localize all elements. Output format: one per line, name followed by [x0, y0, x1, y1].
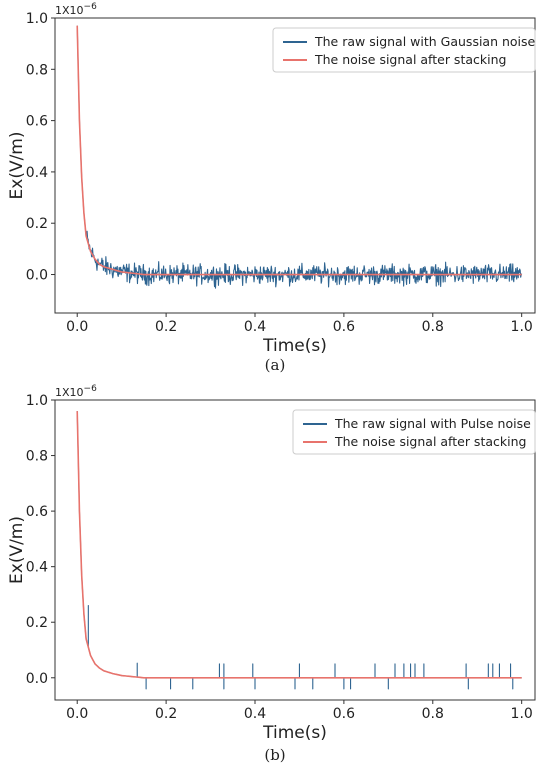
x-axis-label: Time(s)	[262, 723, 327, 743]
exponent-base: 1X10	[55, 386, 84, 399]
y-tick-label: 0.0	[26, 671, 48, 687]
y-tick-label: 0.2	[26, 615, 48, 631]
exponent-base: 1X10	[55, 4, 84, 17]
y-tick-label: 0.2	[26, 216, 48, 232]
y-axis-label: Ex(V/m)	[7, 132, 27, 200]
x-tick-label: 0.2	[155, 319, 177, 335]
x-tick-label: 0.4	[244, 706, 266, 722]
series-line-stacked-signal	[76, 25, 522, 276]
x-tick-label: 1.0	[511, 319, 533, 335]
y-tick-label: 0.8	[26, 62, 48, 78]
series-line-stacked-signal	[76, 411, 522, 679]
plot-frame	[54, 399, 536, 701]
legend-box	[292, 409, 536, 455]
y-exponent-label: 1X10−6	[55, 384, 97, 399]
chart-panel-a: 0.0 0.2 0.4 0.6 0.8 1.0 0.0 0.2 0.4 0.6 0.8 1.0 1X10…	[7, 2, 536, 374]
x-tick-label: 0.8	[422, 706, 444, 722]
exponent-power: −6	[84, 2, 98, 12]
legend-label-stacked: The noise signal after stacking	[334, 434, 526, 449]
x-axis-label: Time(s)	[262, 336, 327, 356]
y-tick-label: 0.8	[26, 449, 48, 465]
y-tick-label: 1.0	[26, 11, 48, 27]
x-tick-label: 0.2	[155, 706, 177, 722]
y-exponent-label: 1X10−6	[55, 2, 97, 17]
legend-label-raw: The raw signal with Pulse noise	[334, 416, 531, 431]
x-tick-label: 0.6	[333, 319, 355, 335]
legend-label-raw: The raw signal with Gaussian noise	[314, 34, 536, 49]
y-tick-label: 0.6	[26, 504, 48, 520]
x-tick-label: 0.0	[66, 706, 88, 722]
legend: The raw signal with Gaussian noise The no…	[272, 27, 536, 73]
plot-frame	[54, 17, 536, 314]
legend-box	[272, 27, 536, 73]
legend-label-stacked: The noise signal after stacking	[314, 52, 506, 67]
x-tick-label: 1.0	[511, 706, 533, 722]
y-tick-label: 0.6	[26, 114, 48, 130]
legend: The raw signal with Pulse noise The noise…	[292, 409, 536, 455]
chart-panel-b: 0.0 0.2 0.4 0.6 0.8 1.0 0.0 0.2 0.4 0.6 0.8 1.0 1X10…	[7, 384, 536, 764]
x-tick-label: 0.4	[244, 319, 266, 335]
y-tick-label: 0.4	[26, 165, 48, 181]
x-tick-label: 0.6	[333, 706, 355, 722]
figure-caption: (b)	[264, 746, 285, 764]
y-tick-label: 0.4	[26, 560, 48, 576]
y-tick-label: 1.0	[26, 393, 48, 409]
x-tick-label: 0.0	[66, 319, 88, 335]
x-tick-label: 0.8	[422, 319, 444, 335]
y-axis-label: Ex(V/m)	[7, 516, 27, 584]
series-line-raw-signal	[76, 25, 523, 289]
y-tick-label: 0.0	[26, 268, 48, 284]
figure-caption: (a)	[265, 356, 286, 374]
exponent-power: −6	[84, 384, 98, 394]
